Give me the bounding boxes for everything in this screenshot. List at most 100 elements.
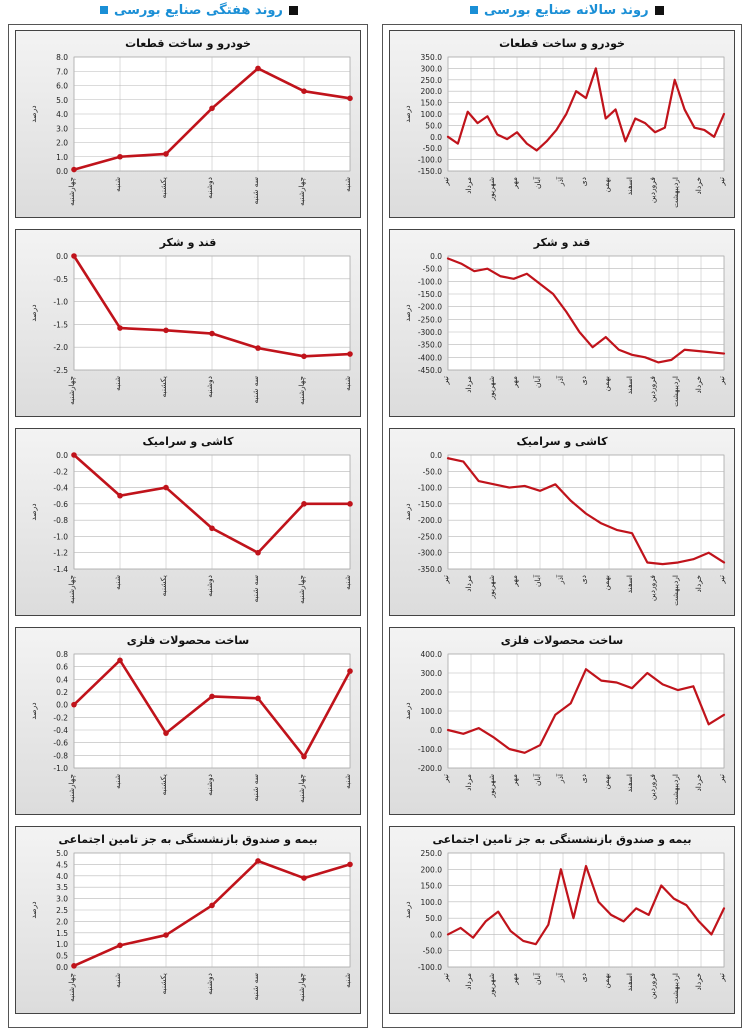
x-tick-label: مهر [510,973,519,986]
y-tick-label: 100.0 [421,707,443,716]
y-tick-label: 2.0 [56,917,68,926]
data-point [347,501,353,507]
y-tick-label: 0.0 [430,451,442,460]
x-tick-label: چهارشنبه [67,376,76,405]
x-tick-label: شنبه [343,575,352,590]
y-tick-label: -200.0 [418,764,442,773]
x-tick-label: آبان [532,574,542,587]
y-tick-label: 2.5 [56,906,68,915]
x-tick-label: شهریور [487,575,496,599]
y-tick-label: -300.0 [418,549,442,558]
yearly-chart-khodro: خودرو و ساخت قطعات 350.0 300.0 250.0 200.0 1… [389,30,735,218]
data-point [347,861,353,868]
weekly-chart-ghand: قند و شکر 0.0 -0.5 -1.0 -1.5 -2.0 -2.5 چهارشنب… [15,229,361,417]
weekly-chart-khodro: خودرو و ساخت قطعات 8.0 7.0 6.0 5.0 4.0 3.0 2.0… [15,30,361,218]
x-tick-label: شنبه [343,177,352,192]
black-square-icon [288,5,298,15]
data-point [117,942,123,949]
x-tick-label: سه شنبه [251,575,260,603]
y-tick-label: -250.0 [418,532,442,541]
y-tick-label: -0.2 [53,713,68,722]
x-tick-label: فروردین [648,973,657,1000]
data-point [117,153,123,160]
y-axis-label: درصد [403,901,412,918]
x-tick-label: شنبه [113,774,122,789]
y-tick-label: -0.8 [53,516,68,525]
x-tick-label: خرداد [694,376,703,394]
chart-plot: 250.0200.0150.0100.050.00.0-50.0-100.0تی… [403,849,726,1004]
x-tick-label: آبان [532,375,542,388]
x-tick-label: اسفند [625,575,634,593]
y-tick-label: 6.0 [56,82,68,91]
data-point [347,95,353,102]
data-point [347,668,353,674]
y-tick-label: 1.0 [56,940,68,949]
chart-title: قند و شکر [159,236,217,249]
data-point [163,484,169,491]
x-tick-label: شهریور [487,376,496,400]
x-tick-label: آذر [555,176,565,187]
data-point [255,65,261,72]
y-tick-label: -100.0 [418,156,442,165]
x-tick-label: دوشنبه [205,774,214,796]
y-tick-label: 50.0 [425,121,442,130]
x-tick-label: بهمن [602,973,611,989]
x-tick-label: فروردین [648,575,657,602]
chart-plot: 350.0 300.0 250.0 200.0 150.0 100.0 50.0 0.0 -50… [403,53,726,208]
y-tick-label: 3.0 [56,895,68,904]
x-tick-label: چهارشنبه [297,177,306,206]
x-tick-label: خرداد [694,177,703,195]
x-tick-label: چهارشنبه [67,177,76,206]
x-tick-label: تیر [717,774,726,784]
x-tick-label: چهارشنبه [297,575,306,604]
x-tick-label: آبان [532,176,542,189]
x-tick-label: مرداد [464,774,473,791]
chart-plot: 0.80.60.40.20.0-0.2-0.4-0.6-0.8-1.0چهارش… [29,650,353,803]
y-tick-label: -400.0 [418,353,442,362]
series-line [446,864,726,946]
data-point [301,353,307,360]
x-tick-label: تیر [717,973,726,983]
x-tick-label: اسفند [625,973,634,991]
y-tick-label: 0.0 [430,252,442,261]
chart-title: بیمه و صندوق بازنشستگی به جز تامین اجتما… [432,833,692,846]
y-tick-label: -300.0 [418,328,442,337]
x-tick-label: یکشنبه [159,973,168,994]
y-tick-label: 400.0 [421,650,443,659]
x-tick-label: شنبه [343,376,352,391]
y-tick-label: -100.0 [418,745,442,754]
data-point [255,549,261,556]
yearly-column: خودرو و ساخت قطعات 350.0 300.0 250.0 200.0 1… [382,24,742,1028]
x-tick-label: خرداد [694,774,703,792]
data-point [209,330,215,337]
y-tick-label: 250.0 [421,76,443,85]
y-tick-label: -1.5 [53,320,68,329]
data-point [71,166,77,173]
x-tick-label: مهر [510,177,519,190]
y-tick-label: -50.0 [423,947,443,956]
y-tick-label: 3.0 [56,124,68,133]
y-tick-label: 250.0 [421,849,443,858]
yearly-chart-felezi: ساخت محصولات فلزی 400.0 300.0 200.0 100.0 0.… [389,627,735,815]
yearly-chart-ghand: قند و شکر 0.0 -50.0 -100.0 -150.0 -200.0 -250… [389,229,735,417]
x-tick-label: چهارشنبه [67,774,76,803]
x-tick-label: آبان [532,773,542,786]
x-tick-label: شنبه [113,973,122,988]
x-tick-label: تیر [441,177,450,187]
x-tick-label: مرداد [464,575,473,592]
chart-plot: 0.0 -50.0 -100.0 -150.0 -200.0 -250.0 -300.0 -3… [403,252,726,407]
data-point [71,963,77,969]
chart-title: ساخت محصولات فلزی [500,634,624,647]
y-tick-label: 100.0 [421,898,443,907]
x-tick-label: اردیبهشت [671,973,680,1004]
x-tick-label: اردیبهشت [671,177,680,208]
data-point [301,875,307,881]
y-tick-label: -100.0 [418,484,442,493]
x-tick-label: اردیبهشت [671,774,680,805]
x-tick-label: اسفند [625,376,634,394]
x-tick-label: سه شنبه [251,177,260,205]
data-point [163,151,169,157]
